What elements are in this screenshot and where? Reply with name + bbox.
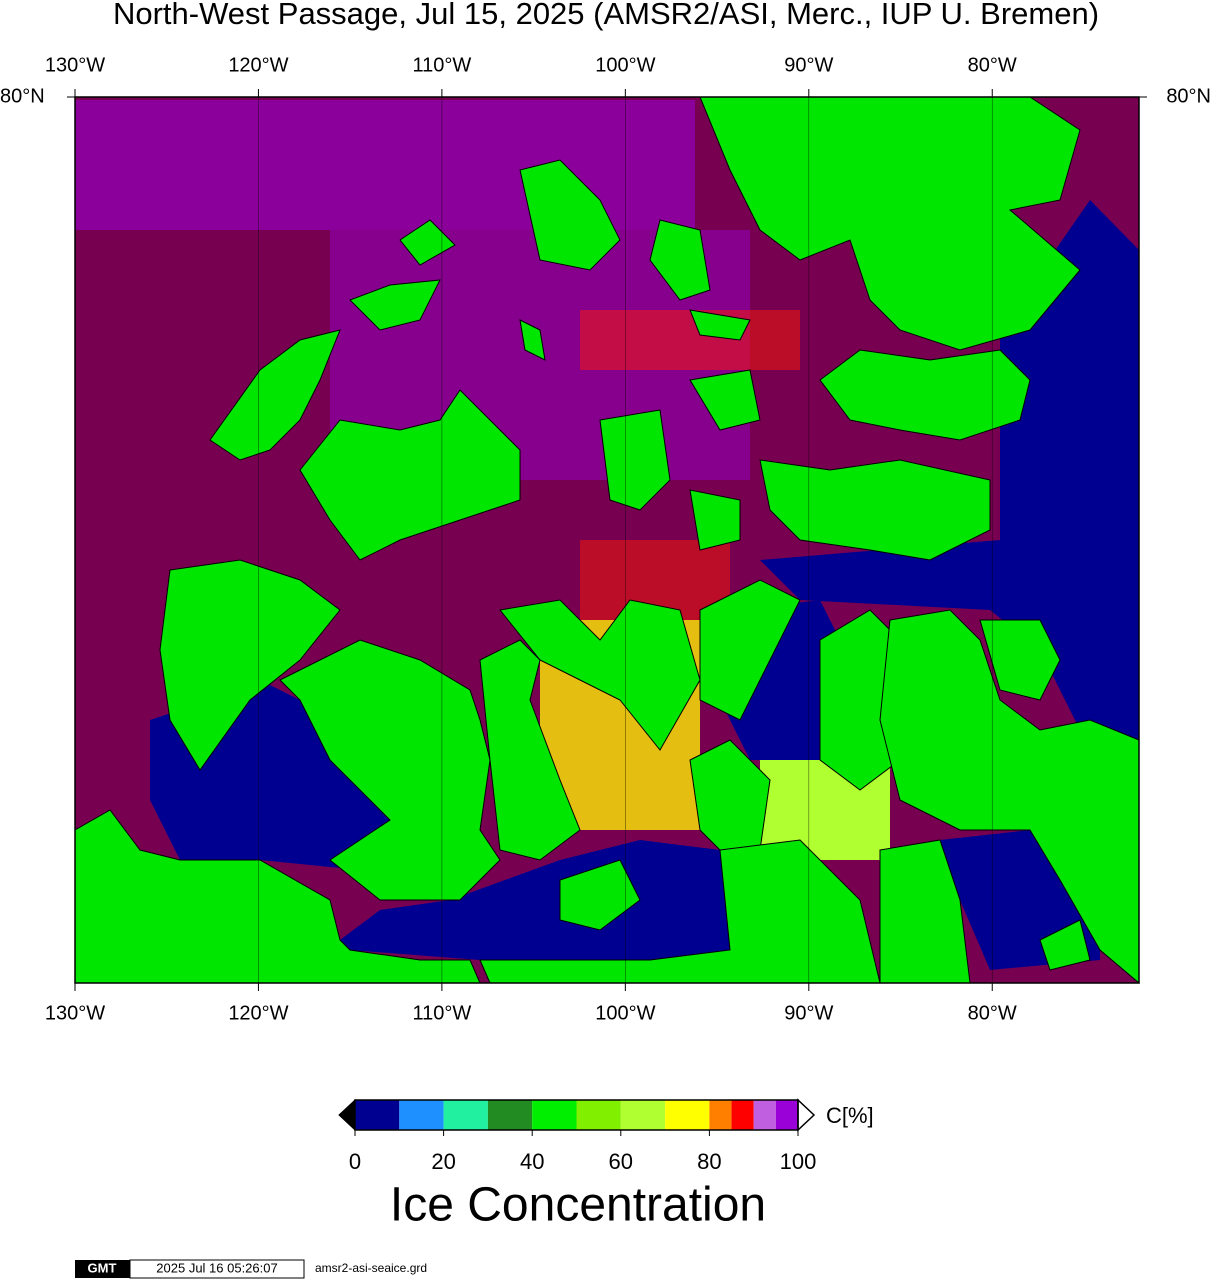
land	[299, 389, 521, 561]
color-bin	[487, 1100, 533, 1130]
footer: GMT 2025 Jul 16 05:26:07 amsr2-asi-seaic…	[75, 1259, 427, 1279]
land	[879, 839, 971, 984]
lon-label: 110°W	[413, 1002, 472, 1024]
land	[979, 619, 1061, 701]
logo: GMT	[88, 1260, 117, 1275]
colorbar-tick-label: 80	[697, 1149, 721, 1174]
color-bin	[399, 1100, 444, 1130]
colorbar-unit: C[%]	[826, 1103, 874, 1128]
land	[399, 219, 456, 266]
land	[279, 639, 501, 901]
colorbar-title: Ice Concentration	[390, 1179, 766, 1232]
color-bin	[620, 1100, 666, 1130]
land	[559, 859, 641, 931]
graticule: 130°W 130°W 120°W 120°W 110°W 110°W 100°W 100°W…	[0, 54, 1211, 1024]
land	[699, 96, 1081, 351]
land	[519, 319, 546, 361]
land	[519, 159, 621, 271]
color-bin	[576, 1100, 621, 1130]
colorbar-frame	[354, 1099, 799, 1131]
color-bin	[665, 1100, 710, 1130]
water	[760, 200, 1139, 750]
map-area	[74, 96, 1140, 985]
land	[699, 579, 801, 721]
land	[159, 559, 341, 771]
land	[689, 369, 761, 431]
color-bin	[443, 1100, 488, 1130]
lat-label: 80°N	[1166, 85, 1211, 107]
color-bin	[775, 1100, 798, 1130]
lon-label: 80°W	[968, 1002, 1017, 1024]
color-bin	[731, 1100, 754, 1130]
land	[209, 329, 341, 461]
lon-label: 90°W	[784, 54, 833, 76]
land	[599, 409, 671, 511]
land	[759, 459, 991, 561]
color-bin	[753, 1100, 776, 1130]
land	[819, 349, 1031, 441]
lon-label: 120°W	[228, 1002, 288, 1024]
land	[649, 219, 711, 301]
colorbar-tick-label: 100	[780, 1149, 817, 1174]
colorbar-tick-label: 20	[431, 1149, 455, 1174]
lat-label: 80°N	[0, 85, 45, 107]
color-bin	[532, 1100, 577, 1130]
lon-label: 90°W	[784, 1002, 833, 1024]
colorbar-tick-label: 0	[349, 1149, 361, 1174]
water	[340, 840, 730, 960]
lon-label: 130°W	[45, 1002, 105, 1024]
land	[689, 309, 751, 341]
land	[349, 279, 441, 331]
lon-label: 100°W	[595, 54, 655, 76]
lon-label: 120°W	[228, 54, 288, 76]
land	[1039, 919, 1091, 971]
colorbar-tick-label: 40	[520, 1149, 544, 1174]
color-bin	[709, 1100, 732, 1130]
lon-label: 80°W	[968, 54, 1017, 76]
logo-box	[75, 1260, 130, 1278]
lon-label: 130°W	[45, 54, 105, 76]
file-name: amsr2-asi-seaice.grd	[315, 1261, 427, 1275]
timestamp: 2025 Jul 16 05:26:07	[156, 1260, 277, 1275]
land	[479, 639, 581, 861]
color-bin	[355, 1100, 400, 1130]
colorbar: C[%] Ice Concentration 0 20 40 60 80 100	[338, 1098, 874, 1232]
over-triangle	[797, 1098, 816, 1132]
timestamp-box	[129, 1259, 305, 1279]
lon-label: 110°W	[413, 54, 472, 76]
land	[689, 489, 741, 551]
under-triangle	[338, 1098, 356, 1132]
ice-field	[580, 310, 800, 370]
map-title: North-West Passage, Jul 15, 2025 (AMSR2/…	[113, 0, 1099, 31]
lon-label: 100°W	[595, 1002, 655, 1024]
colorbar-tick-label: 60	[609, 1149, 633, 1174]
